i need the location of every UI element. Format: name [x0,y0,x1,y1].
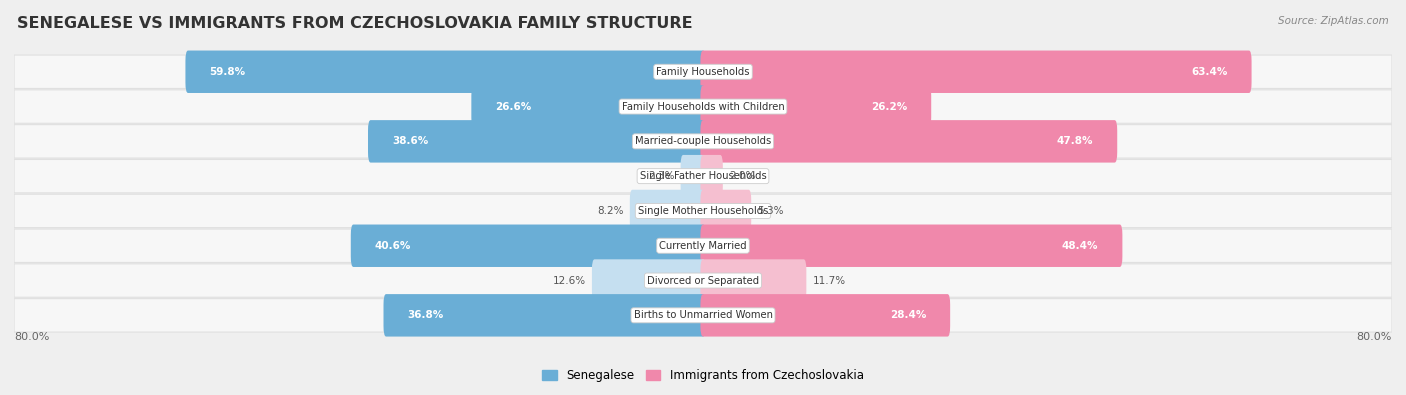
Text: Married-couple Households: Married-couple Households [636,136,770,147]
Text: 2.3%: 2.3% [648,171,675,181]
FancyBboxPatch shape [630,190,706,232]
Text: 80.0%: 80.0% [14,332,49,342]
FancyBboxPatch shape [14,194,1392,228]
Text: 2.0%: 2.0% [728,171,755,181]
Text: 12.6%: 12.6% [553,276,586,286]
Text: Family Households with Children: Family Households with Children [621,102,785,111]
Text: 8.2%: 8.2% [598,206,624,216]
Text: 36.8%: 36.8% [408,310,444,320]
FancyBboxPatch shape [14,90,1392,123]
Text: 48.4%: 48.4% [1062,241,1098,251]
FancyBboxPatch shape [700,85,931,128]
FancyBboxPatch shape [14,229,1392,262]
Text: Currently Married: Currently Married [659,241,747,251]
FancyBboxPatch shape [700,155,723,198]
FancyBboxPatch shape [14,299,1392,332]
FancyBboxPatch shape [350,224,706,267]
FancyBboxPatch shape [700,51,1251,93]
FancyBboxPatch shape [700,259,807,302]
Text: 26.6%: 26.6% [495,102,531,111]
FancyBboxPatch shape [368,120,706,163]
FancyBboxPatch shape [14,125,1392,158]
Text: 28.4%: 28.4% [890,310,927,320]
Text: Single Mother Households: Single Mother Households [638,206,768,216]
Text: Births to Unmarried Women: Births to Unmarried Women [634,310,772,320]
Text: Family Households: Family Households [657,67,749,77]
Text: Divorced or Separated: Divorced or Separated [647,276,759,286]
Text: 59.8%: 59.8% [209,67,246,77]
Text: 47.8%: 47.8% [1057,136,1092,147]
FancyBboxPatch shape [14,160,1392,193]
Text: 26.2%: 26.2% [870,102,907,111]
FancyBboxPatch shape [14,55,1392,88]
FancyBboxPatch shape [471,85,706,128]
Legend: Senegalese, Immigrants from Czechoslovakia: Senegalese, Immigrants from Czechoslovak… [537,364,869,386]
FancyBboxPatch shape [384,294,706,337]
FancyBboxPatch shape [700,190,751,232]
FancyBboxPatch shape [14,264,1392,297]
FancyBboxPatch shape [186,51,706,93]
Text: SENEGALESE VS IMMIGRANTS FROM CZECHOSLOVAKIA FAMILY STRUCTURE: SENEGALESE VS IMMIGRANTS FROM CZECHOSLOV… [17,16,693,31]
Text: 11.7%: 11.7% [813,276,845,286]
FancyBboxPatch shape [592,259,706,302]
Text: Source: ZipAtlas.com: Source: ZipAtlas.com [1278,16,1389,26]
Text: 80.0%: 80.0% [1357,332,1392,342]
Text: Single Father Households: Single Father Households [640,171,766,181]
FancyBboxPatch shape [700,224,1122,267]
FancyBboxPatch shape [681,155,706,198]
FancyBboxPatch shape [700,120,1118,163]
Text: 63.4%: 63.4% [1191,67,1227,77]
FancyBboxPatch shape [700,294,950,337]
Text: 5.3%: 5.3% [758,206,783,216]
Text: 40.6%: 40.6% [375,241,412,251]
Text: 38.6%: 38.6% [392,136,429,147]
